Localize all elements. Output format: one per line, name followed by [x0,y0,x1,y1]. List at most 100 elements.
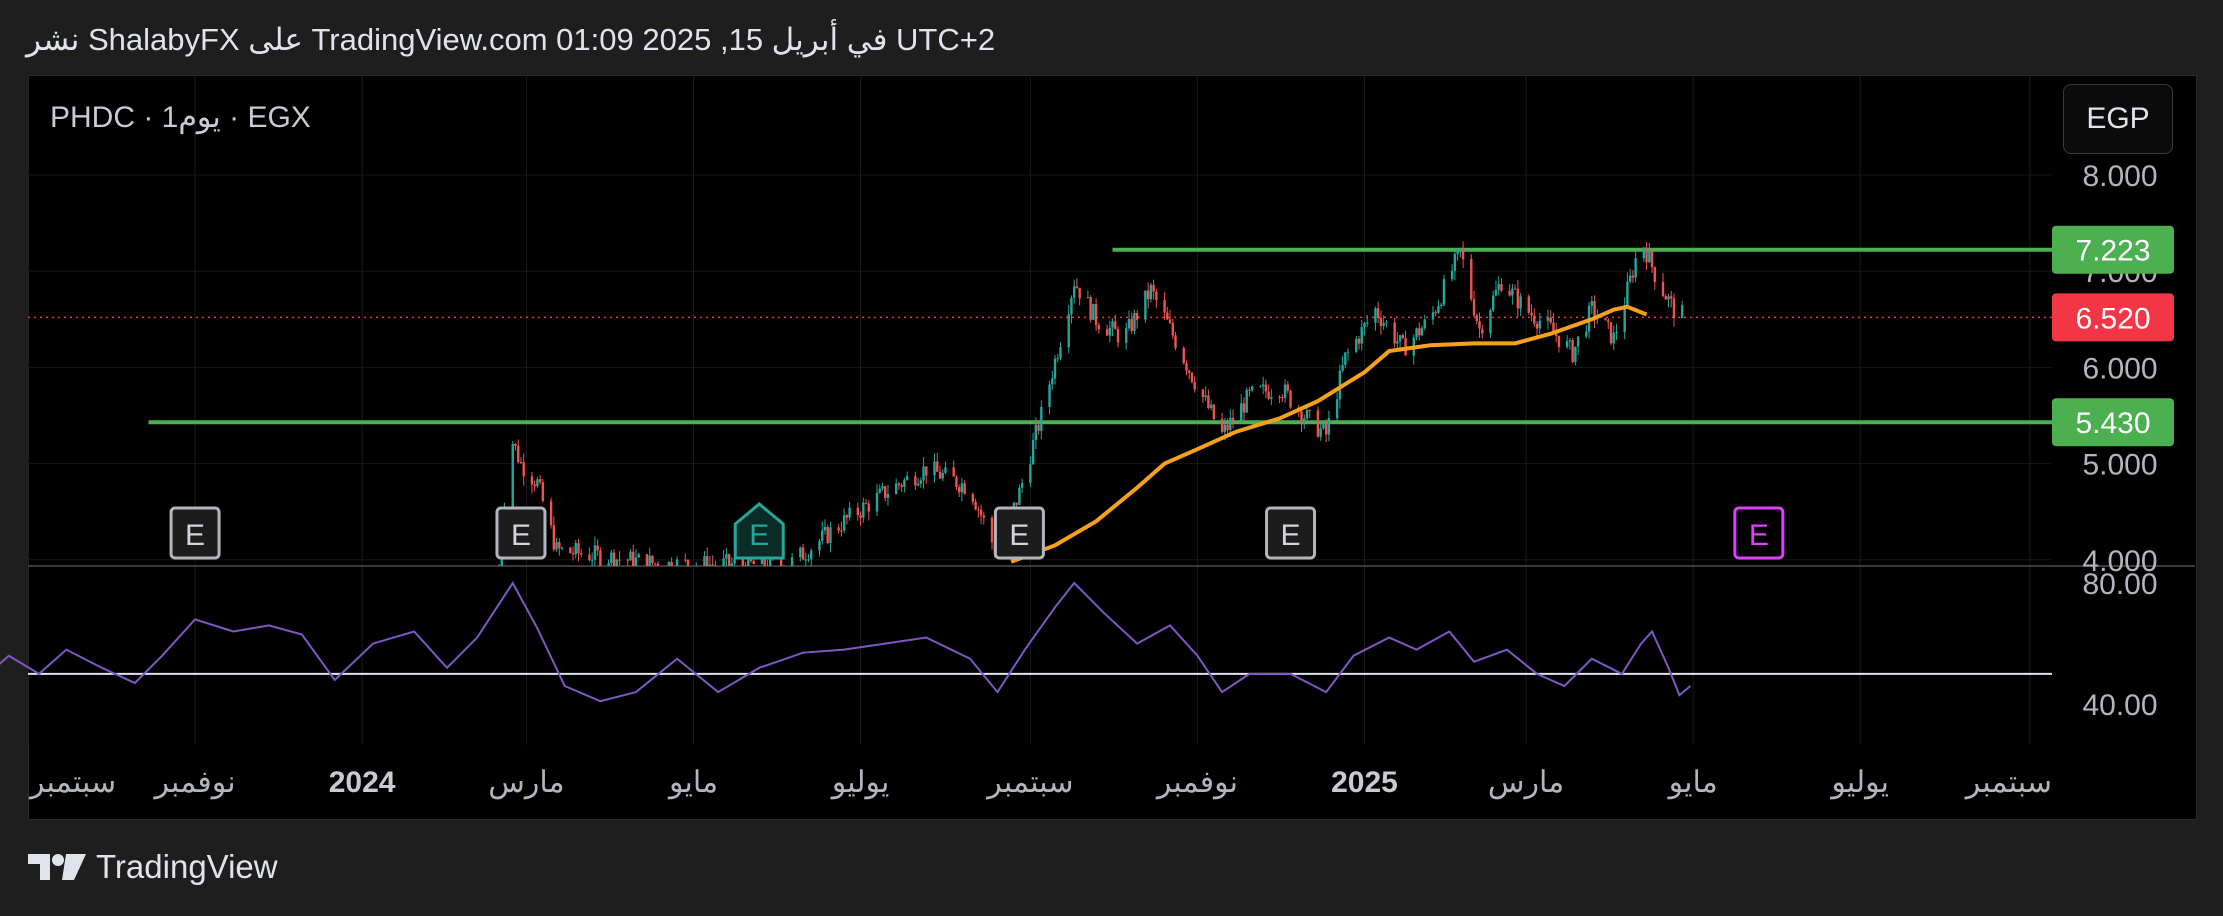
candle-body [1607,320,1610,323]
candle-body [979,509,983,516]
currency-button[interactable]: EGP [2063,84,2173,154]
candle-body [752,560,755,565]
candle-body [1634,258,1637,278]
candle-body [1089,297,1092,320]
candle-body [741,559,745,566]
candle-body [1609,322,1613,344]
candle-body [1056,358,1059,360]
candle-body [1270,397,1273,399]
candle-body [629,551,632,561]
candle-body [580,553,583,555]
rsi-tick-label: 80.00 [2082,568,2157,601]
level-badge-label: 7.223 [2075,235,2150,268]
candle-body [807,559,810,561]
earnings-marker-label: E [185,519,205,552]
candle-body [785,570,787,574]
candle-body [941,472,944,479]
candle-body [878,488,881,493]
candle-body [1418,328,1421,336]
candle-body [1552,322,1555,332]
candle-body [916,483,920,486]
time-tick-label: مايو [1667,766,1718,800]
rsi-line [0,581,1692,703]
candle-body [1053,358,1057,379]
candle-body [1193,381,1196,390]
candle-body [1207,395,1210,408]
candle-body [867,503,870,512]
candle-body [845,515,849,518]
candle-body [1226,424,1229,431]
candle-body [1472,299,1476,316]
candle-body [1289,390,1292,408]
candle-body [790,557,794,566]
candle-body [530,476,534,485]
footer-brand: TradingView [96,848,278,885]
candle-body [1125,328,1128,343]
candle-body [1174,335,1177,348]
candle-body [859,515,862,518]
candle-body [1423,319,1426,329]
candle-body [977,509,980,511]
candle-body [1051,378,1054,385]
candle-body [747,554,750,566]
candle-body [837,527,840,531]
time-tick-label: 2025 [1331,766,1398,799]
candle-body [1453,253,1457,271]
last-price-label: 6.520 [2075,302,2150,335]
candle-body [612,552,616,566]
candle-body [1322,423,1325,429]
candle-body [1631,275,1635,278]
price-tick-label: 6.000 [2082,352,2157,385]
candle-body [558,542,561,549]
candle-body [925,466,928,476]
candle-body [1305,409,1309,419]
candle-body [1585,331,1588,337]
candle-body [599,550,602,566]
candle-body [1286,384,1290,391]
candle-body [1478,321,1481,329]
candle-body [1363,323,1366,328]
candle-body [1459,248,1462,250]
candle-body [1664,295,1667,300]
candle-body [862,502,865,518]
candle-body [1376,308,1380,318]
candle-body [1494,289,1498,296]
candle-body [1220,419,1224,432]
time-tick-label: نوفمبر [1155,766,1238,800]
candle-body [1078,287,1081,299]
candle-body [1324,423,1328,435]
candle-body [938,471,942,479]
candle-body [1188,370,1191,373]
candle-body [1319,428,1322,437]
candle-body [766,567,768,570]
candle-body [1155,291,1158,301]
candle-body [1335,399,1339,419]
candle-body [788,568,790,570]
candle-body [1623,305,1626,333]
candle-body [919,480,923,484]
candle-body [1415,328,1418,338]
candle-body [1316,410,1320,437]
earnings-marker [169,506,221,560]
candle-body [1420,328,1424,336]
candle-body [842,515,846,531]
time-tick-label: سبتمبر [1964,766,2052,800]
candle-body [1185,363,1188,371]
candle-body [1040,406,1043,431]
time-tick-label: يوليو [1829,766,1889,800]
candle-body [574,543,577,555]
ema-line [1010,304,1648,564]
candle-body [1105,329,1109,336]
candle-body [864,502,868,504]
candle-body [1341,365,1344,371]
chart-frame[interactable] [28,75,2197,820]
candle-body [1533,315,1536,324]
candle-body [588,554,591,561]
candle-body [1048,384,1051,407]
candle-body [1209,404,1213,408]
price-tick-label: 5.000 [2082,449,2157,482]
tradingview-logo[interactable]: TradingView [28,848,278,886]
level-badge [2052,398,2174,447]
candle-body [618,559,621,561]
